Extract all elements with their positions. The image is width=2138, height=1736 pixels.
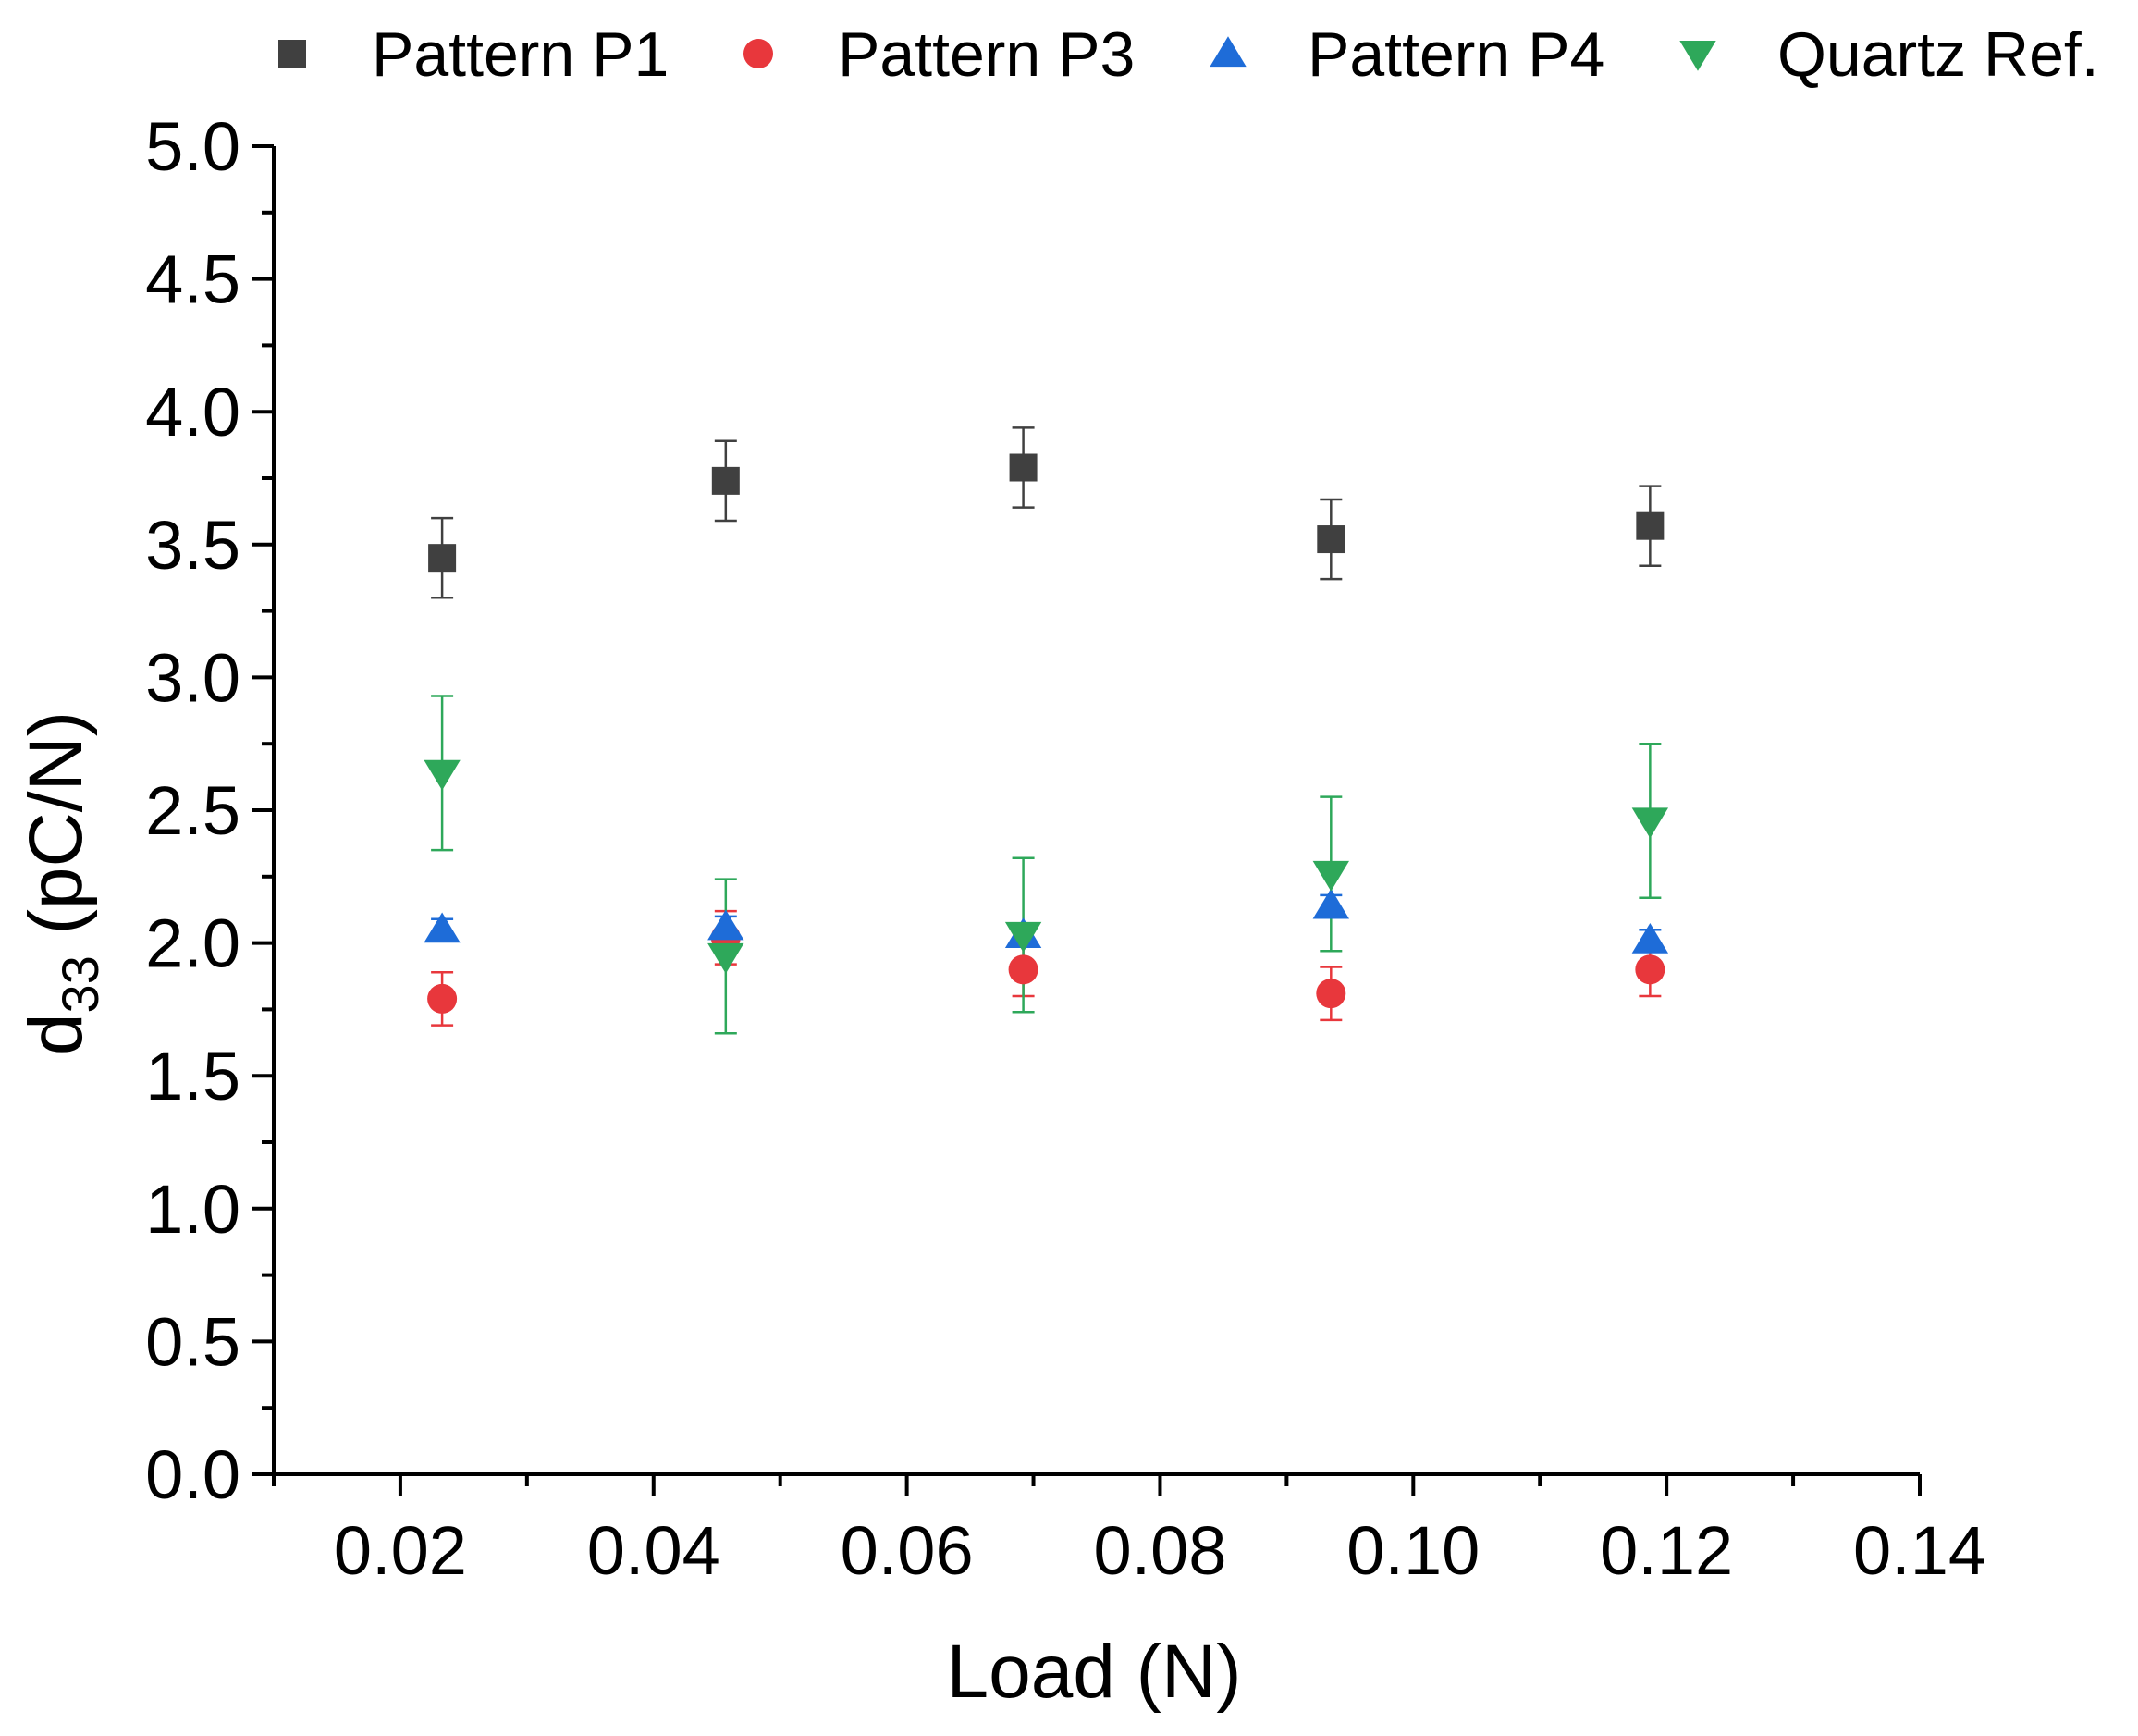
data-point-quartz-ref: [1004, 921, 1042, 953]
y-tick-label: 1.0: [145, 1171, 240, 1248]
y-axis-title: d33 (pC/N): [14, 711, 109, 1055]
y-tick-label: 3.5: [145, 507, 240, 584]
series-pattern-p4: [424, 888, 1669, 954]
y-tick-label: 5.0: [145, 108, 240, 185]
data-point-pattern-p1: [428, 544, 457, 573]
y-tick-label: 4.5: [145, 241, 240, 318]
legend: Pattern P1 Pattern P3 Pattern P4 Quartz Ref…: [278, 19, 2099, 90]
data-point-pattern-p3: [1008, 954, 1038, 985]
x-tick-label: 0.14: [1853, 1512, 1986, 1589]
y-tick-label: 1.5: [145, 1038, 240, 1114]
x-tick-label: 0.12: [1600, 1512, 1733, 1589]
data-point-quartz-ref: [1631, 807, 1669, 839]
data-point-pattern-p1: [711, 466, 740, 495]
errorbars-pattern-p3: [431, 909, 1662, 1027]
axes: 0.0 0.5 1.0 1.5 2.0 2.5 3.0 3.5 4.0 4.5 5.0 0.02 0.0…: [145, 108, 1986, 1589]
data-point-quartz-ref: [1312, 860, 1349, 892]
x-axis-title: Load (N): [946, 1630, 1241, 1714]
errorbars-pattern-p1: [431, 426, 1662, 599]
x-tick-label: 0.10: [1346, 1512, 1480, 1589]
x-tick-label: 0.02: [334, 1512, 467, 1589]
data-point-pattern-p3: [1316, 979, 1346, 1009]
errorbars-pattern-p4: [431, 893, 1662, 953]
x-tick-label: 0.08: [1093, 1512, 1226, 1589]
y-tick-label: 4.0: [145, 374, 240, 450]
data-markers: [424, 453, 1669, 1014]
data-point-pattern-p3: [1635, 954, 1665, 985]
axis-titles: Load (N) d33 (pC/N): [14, 711, 1242, 1714]
legend-label-pattern-p4: Pattern P4: [1308, 19, 1604, 90]
data-point-pattern-p4: [1631, 922, 1669, 954]
x-tick-label: 0.04: [587, 1512, 720, 1589]
error-bars: [431, 426, 1662, 1035]
data-point-pattern-p3: [427, 983, 458, 1014]
x-tick-label: 0.06: [841, 1512, 974, 1589]
legend-marker-pattern-p4: [1210, 36, 1247, 68]
errorbars-quartz-ref: [431, 695, 1662, 1035]
y-tick-label: 3.0: [145, 639, 240, 716]
series-quartz-ref: [424, 759, 1669, 974]
legend-item-pattern-p1: Pattern P1: [278, 19, 669, 90]
legend-label-quartz-ref: Quartz Ref.: [1777, 19, 2099, 90]
y-axis-title-unit: (pC/N): [14, 711, 98, 955]
y-axis-title-subscript: 33: [51, 955, 109, 1013]
legend-item-pattern-p4: Pattern P4: [1210, 19, 1604, 90]
data-point-quartz-ref: [424, 759, 461, 791]
data-point-pattern-p1: [1317, 525, 1345, 554]
data-point-pattern-p4: [424, 912, 461, 943]
y-tick-label: 0.0: [145, 1436, 240, 1513]
y-tick-label: 2.5: [145, 772, 240, 849]
data-point-pattern-p4: [1312, 888, 1349, 919]
legend-item-quartz-ref: Quartz Ref.: [1679, 19, 2099, 90]
data-point-pattern-p4: [707, 909, 744, 941]
legend-label-pattern-p1: Pattern P1: [372, 19, 669, 90]
y-tick-label: 0.5: [145, 1303, 240, 1380]
data-point-pattern-p1: [1636, 511, 1665, 540]
series-pattern-p3: [427, 922, 1665, 1014]
y-tick-label: 2.0: [145, 905, 240, 982]
legend-marker-pattern-p3: [743, 39, 773, 68]
y-axis-title-main: d: [14, 1013, 98, 1055]
data-point-pattern-p1: [1009, 453, 1038, 482]
legend-item-pattern-p3: Pattern P3: [743, 19, 1135, 90]
legend-marker-quartz-ref: [1679, 40, 1716, 71]
legend-label-pattern-p3: Pattern P3: [838, 19, 1135, 90]
series-pattern-p1: [428, 453, 1665, 573]
legend-marker-pattern-p1: [278, 40, 306, 68]
data-point-quartz-ref: [707, 942, 744, 974]
